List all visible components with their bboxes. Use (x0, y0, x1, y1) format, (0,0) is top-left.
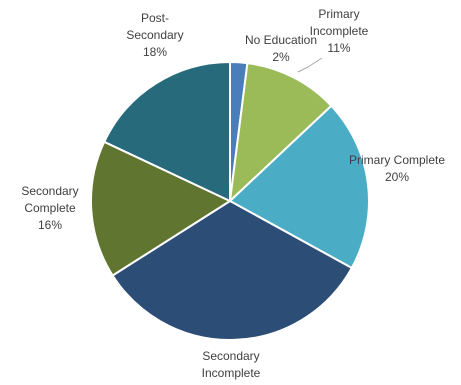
slice-label: Primary Complete 20% (349, 153, 445, 184)
slice-label: No Education 2% (245, 33, 317, 64)
leader-lines (297, 57, 323, 73)
slice-labels: No Education 2%Primary Incomplete 11% Primar… (21, 7, 445, 380)
pie-slice-post-secondary (102, 60, 231, 203)
slice-label: Secondary Complete 16% (21, 184, 78, 232)
slice-label: Secondary Incomplete (202, 349, 261, 380)
pie-slice-primary-complete (228, 104, 370, 270)
pie-slices (90, 60, 370, 341)
pie-slice-secondary-incomplete (111, 199, 354, 341)
pie-slice-primary-incomplete (228, 61, 333, 204)
leader-line (297, 57, 323, 73)
slice-label: Primary Incomplete 11% (310, 7, 369, 55)
pie-slice-secondary-complete (90, 140, 233, 277)
slice-label: Post-Secondary 18% (126, 11, 183, 59)
